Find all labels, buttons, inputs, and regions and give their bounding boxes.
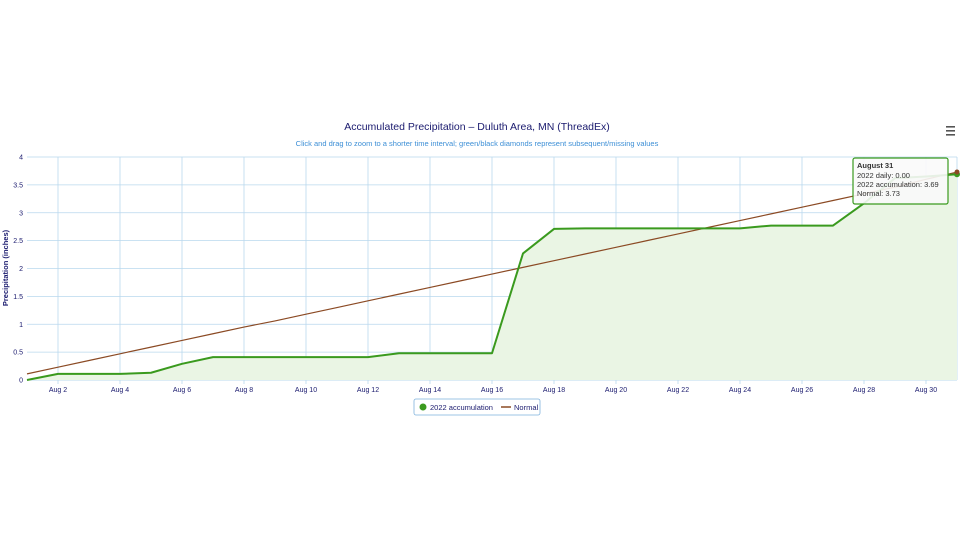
y-tick-label: 0 [19,378,23,385]
legend-box [413,398,541,416]
y-tick-label: 1 [19,322,23,329]
tooltip-line: 2022 daily: 0.00 [857,171,910,180]
plot-area: 0 0.5 1 1.5 2 2.5 3 3.5 4 Aug 2 Aug 4 Aug 6 Aug 8 Aug… [13,155,960,394]
chart-subtitle: Click and drag to zoom to a shorter time… [296,139,659,148]
x-tick-label: Aug 18 [543,387,565,394]
x-tick-label: Aug 16 [481,387,503,394]
x-tick-label: Aug 22 [667,387,689,394]
accumulation-series-line[interactable] [26,173,958,381]
x-tick-label: Aug 8 [235,387,253,394]
y-tick-label: 2.5 [13,238,23,245]
x-tick-label: Aug 12 [357,387,379,394]
y-tick-label: 4 [19,155,23,162]
legend-normal-label[interactable]: Normal [514,403,539,412]
legend-accumulation-marker[interactable] [419,403,427,411]
x-tick-label: Aug 26 [791,387,813,394]
x-tick-label: Aug 6 [173,387,191,394]
x-tick-label: Aug 30 [915,387,937,394]
x-tick-label: Aug 28 [853,387,875,394]
normal-hover-point[interactable] [954,169,960,175]
x-tick-label: Aug 2 [49,387,67,394]
normal-series-line[interactable] [26,171,958,375]
hamburger-menu-icon[interactable] [944,124,958,138]
legend: 2022 accumulation Normal [413,398,541,416]
y-axis-label: Precipitation (inches) [1,229,10,306]
x-tick-label: Aug 10 [295,387,317,394]
x-tick-label: Aug 20 [605,387,627,394]
y-tick-label: 2 [19,266,23,273]
x-tick-label: Aug 24 [729,387,751,394]
x-tick-label: Aug 14 [419,387,441,394]
accumulation-area [27,174,957,380]
x-tick-label: Aug 4 [111,387,129,394]
y-tick-label: 0.5 [13,350,23,357]
y-tick-label: 3.5 [13,182,23,189]
tooltip-box [852,157,949,205]
legend-accumulation-label[interactable]: 2022 accumulation [430,403,493,412]
y-tick-label: 3 [19,210,23,217]
tooltip-line: 2022 accumulation: 3.69 [857,180,939,189]
chart-title: Accumulated Precipitation – Duluth Area,… [344,121,610,133]
y-tick-label: 1.5 [13,294,23,301]
tooltip-line: Normal: 3.73 [857,189,900,198]
tooltip-title: August 31 [857,161,893,170]
